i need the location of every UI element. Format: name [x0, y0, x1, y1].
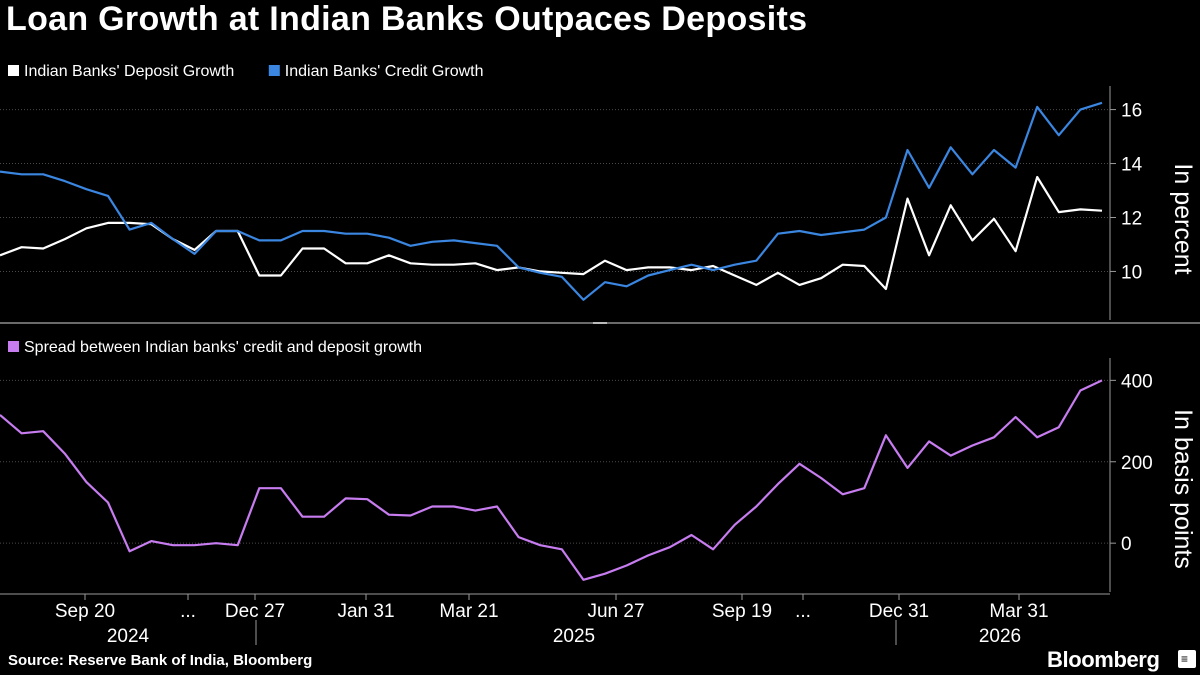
gridlines: [0, 109, 1110, 544]
chart-title: Loan Growth at Indian Banks Outpaces Dep…: [6, 0, 808, 38]
x-tick-label: ...: [180, 601, 196, 622]
y-tick-label: 12: [1121, 208, 1142, 229]
series-line-deposit: [0, 175, 1103, 291]
y-tick-label: 200: [1121, 453, 1153, 474]
x-tick-label: Jan 31: [337, 601, 394, 622]
y-tick-label: 400: [1121, 371, 1153, 392]
x-tick-label: Dec 31: [869, 601, 929, 622]
x-tick-label: Mar 31: [989, 601, 1048, 622]
panel-frames: [0, 86, 1200, 645]
legend-swatch: [8, 65, 19, 76]
x-year-label: 2024: [107, 626, 150, 647]
chart-labels: 10 12 14 16 In percent Indian Banks' Deposit …: [8, 63, 1197, 647]
y-tick-label: 16: [1121, 101, 1142, 122]
y-tick-label: 0: [1121, 534, 1132, 555]
legend-label: Indian Banks' Credit Growth: [285, 63, 484, 80]
x-year-label: 2026: [979, 626, 1021, 647]
legend-label: Indian Banks' Deposit Growth: [24, 63, 234, 80]
y-axis-label: In percent: [1169, 163, 1197, 274]
source-note: Source: Reserve Bank of India, Bloomberg: [8, 652, 313, 669]
x-tick-label: Dec 27: [225, 601, 285, 622]
legend-swatch: [8, 341, 19, 352]
y-tick-label: 10: [1121, 262, 1142, 283]
brand-logo: Bloomberg: [1047, 647, 1160, 672]
x-year-label: 2025: [553, 626, 595, 647]
legend-swatch: [268, 65, 280, 76]
x-tick-label: Jun 27: [587, 601, 644, 622]
x-tick-label: Sep 19: [712, 601, 772, 622]
series-line-credit: [0, 101, 1103, 301]
x-tick-label: ...: [795, 601, 811, 622]
bloomberg-terminal-icon: ≡: [1178, 650, 1196, 668]
legend-label: Spread between Indian banks' credit and …: [24, 339, 422, 356]
series-lines: [0, 101, 1103, 581]
x-tick-label: Mar 21: [439, 601, 498, 622]
series-line-spread: [0, 379, 1103, 581]
y-axis-label: In basis points: [1169, 409, 1197, 569]
x-tick-label: Sep 20: [55, 601, 115, 622]
y-tick-label: 14: [1121, 155, 1143, 176]
